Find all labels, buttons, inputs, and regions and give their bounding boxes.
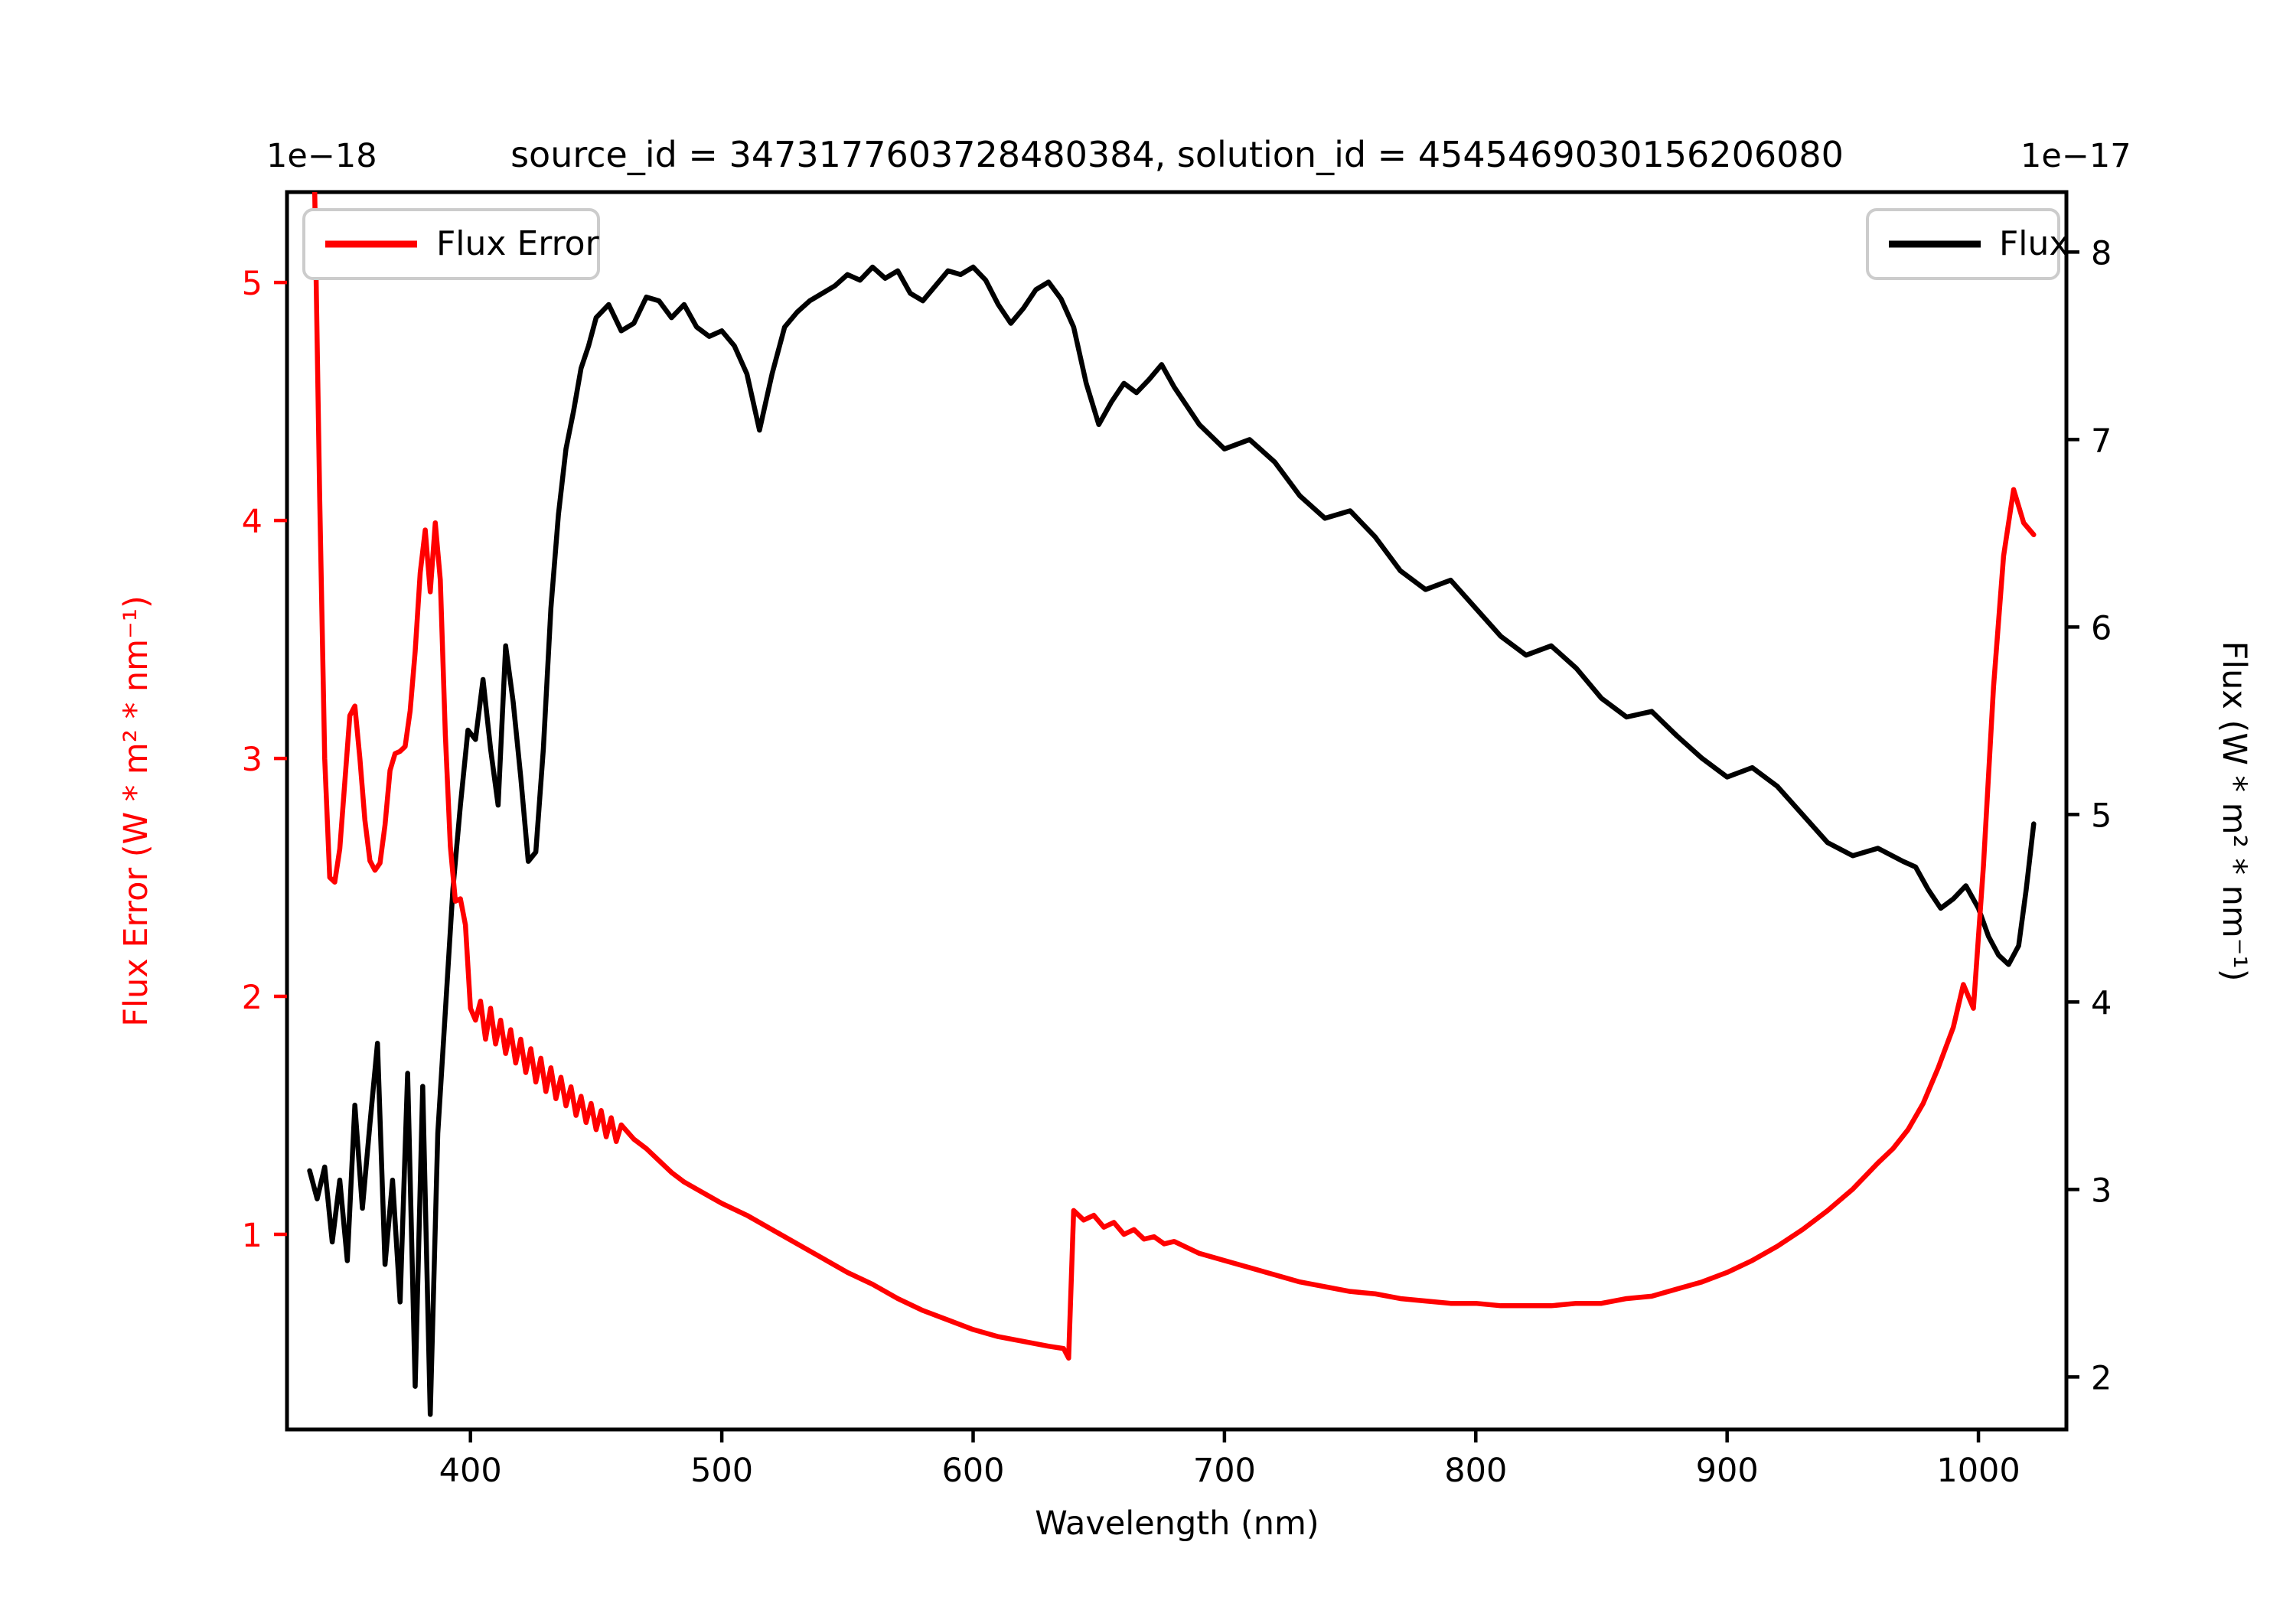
x-ticklabel-500: 500 — [690, 1452, 753, 1490]
right-ticklabel-5: 5 — [2091, 797, 2112, 835]
left-ticklabel-2: 2 — [242, 979, 263, 1017]
left-ticklabel-1: 1 — [242, 1217, 263, 1255]
x-axis-title: Wavelength (nm) — [1035, 1504, 1319, 1543]
right-ticklabel-2: 2 — [2091, 1359, 2112, 1397]
x-ticklabel-700: 700 — [1193, 1452, 1256, 1490]
x-ticklabel-1000: 1000 — [1936, 1452, 2020, 1490]
page-title: source_id = 3473177603728480384, solutio… — [510, 134, 1844, 175]
legend-flux-error-box — [302, 208, 600, 280]
right-ticklabel-8: 8 — [2091, 234, 2112, 272]
x-ticklabel-900: 900 — [1696, 1452, 1759, 1490]
flux-series-line — [307, 264, 2037, 1417]
legend-flux-error-label: Flux Error — [436, 224, 600, 263]
plot-frame — [285, 190, 2069, 1432]
x-ticklabel-800: 800 — [1444, 1452, 1507, 1490]
legend-flux-label: Flux — [1999, 224, 2069, 263]
left-axis-title: Flux Error (W * m² * nm⁻¹) — [117, 595, 155, 1026]
right-ticklabel-6: 6 — [2091, 609, 2112, 647]
left-axis-offset-label: 1e−18 — [266, 137, 377, 175]
right-axis-ticks: 2 3 4 5 6 7 8 — [2066, 234, 2112, 1397]
legend-flux[interactable]: Flux — [1866, 208, 2069, 280]
left-axis-ticks: 1 2 3 4 5 — [242, 265, 287, 1255]
right-ticklabel-4: 4 — [2091, 984, 2112, 1022]
legend-flux-error[interactable]: Flux Error — [302, 208, 600, 280]
x-ticklabel-400: 400 — [439, 1452, 502, 1490]
flux-error-series-line — [311, 192, 2037, 1361]
right-axis-title: Flux (W * m² * nm⁻¹) — [2215, 641, 2253, 982]
data-series-group — [307, 192, 2037, 1417]
x-axis-ticks: 400 500 600 700 800 900 1000 — [439, 1429, 2020, 1490]
right-ticklabel-7: 7 — [2091, 422, 2112, 460]
right-axis-offset-label: 1e−17 — [2020, 137, 2131, 175]
left-ticklabel-4: 4 — [242, 503, 263, 541]
right-ticklabel-3: 3 — [2091, 1172, 2112, 1210]
left-ticklabel-3: 3 — [242, 741, 263, 779]
left-ticklabel-5: 5 — [242, 265, 263, 303]
x-ticklabel-600: 600 — [941, 1452, 1004, 1490]
